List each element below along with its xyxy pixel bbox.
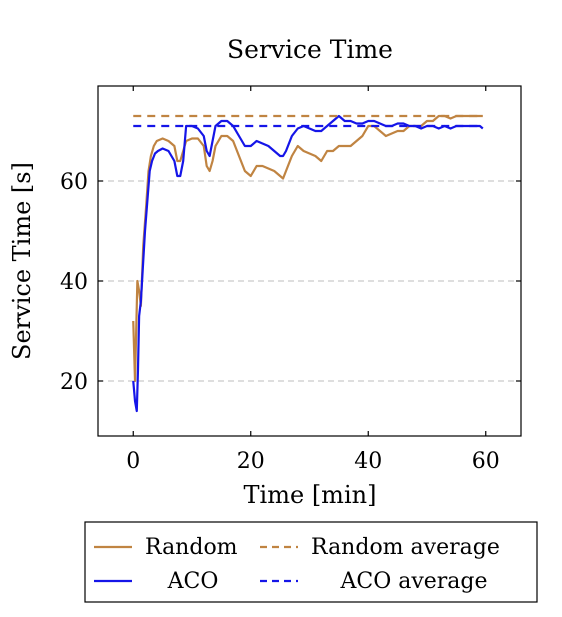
ticks-layer: 0 20 40 60 20 40 60 — [60, 86, 521, 474]
y-tick-label: 20 — [60, 370, 88, 395]
series-line-aco — [132, 114, 484, 413]
legend-box — [84, 521, 538, 603]
chart-title: Service Time — [227, 35, 393, 64]
y-tick-label: 40 — [60, 270, 88, 295]
legend-label-aco: ACO — [167, 569, 219, 594]
x-tick-label: 0 — [126, 449, 140, 474]
y-axis-label: Service Time [s] — [8, 162, 36, 360]
series-layer — [132, 114, 484, 413]
legend-label-aco-average: ACO average — [339, 569, 487, 594]
plot-frame — [97, 85, 522, 437]
x-tick-label: 20 — [237, 449, 265, 474]
x-tick-label: 60 — [472, 449, 500, 474]
series-line-random — [132, 114, 483, 383]
legend-label-random: Random — [145, 535, 238, 560]
x-axis-label: Time [min] — [244, 481, 377, 509]
x-tick-label: 40 — [354, 449, 382, 474]
y-tick-label: 60 — [60, 170, 88, 195]
legend-label-random-average: Random average — [311, 535, 500, 560]
grid-lines — [98, 180, 521, 382]
